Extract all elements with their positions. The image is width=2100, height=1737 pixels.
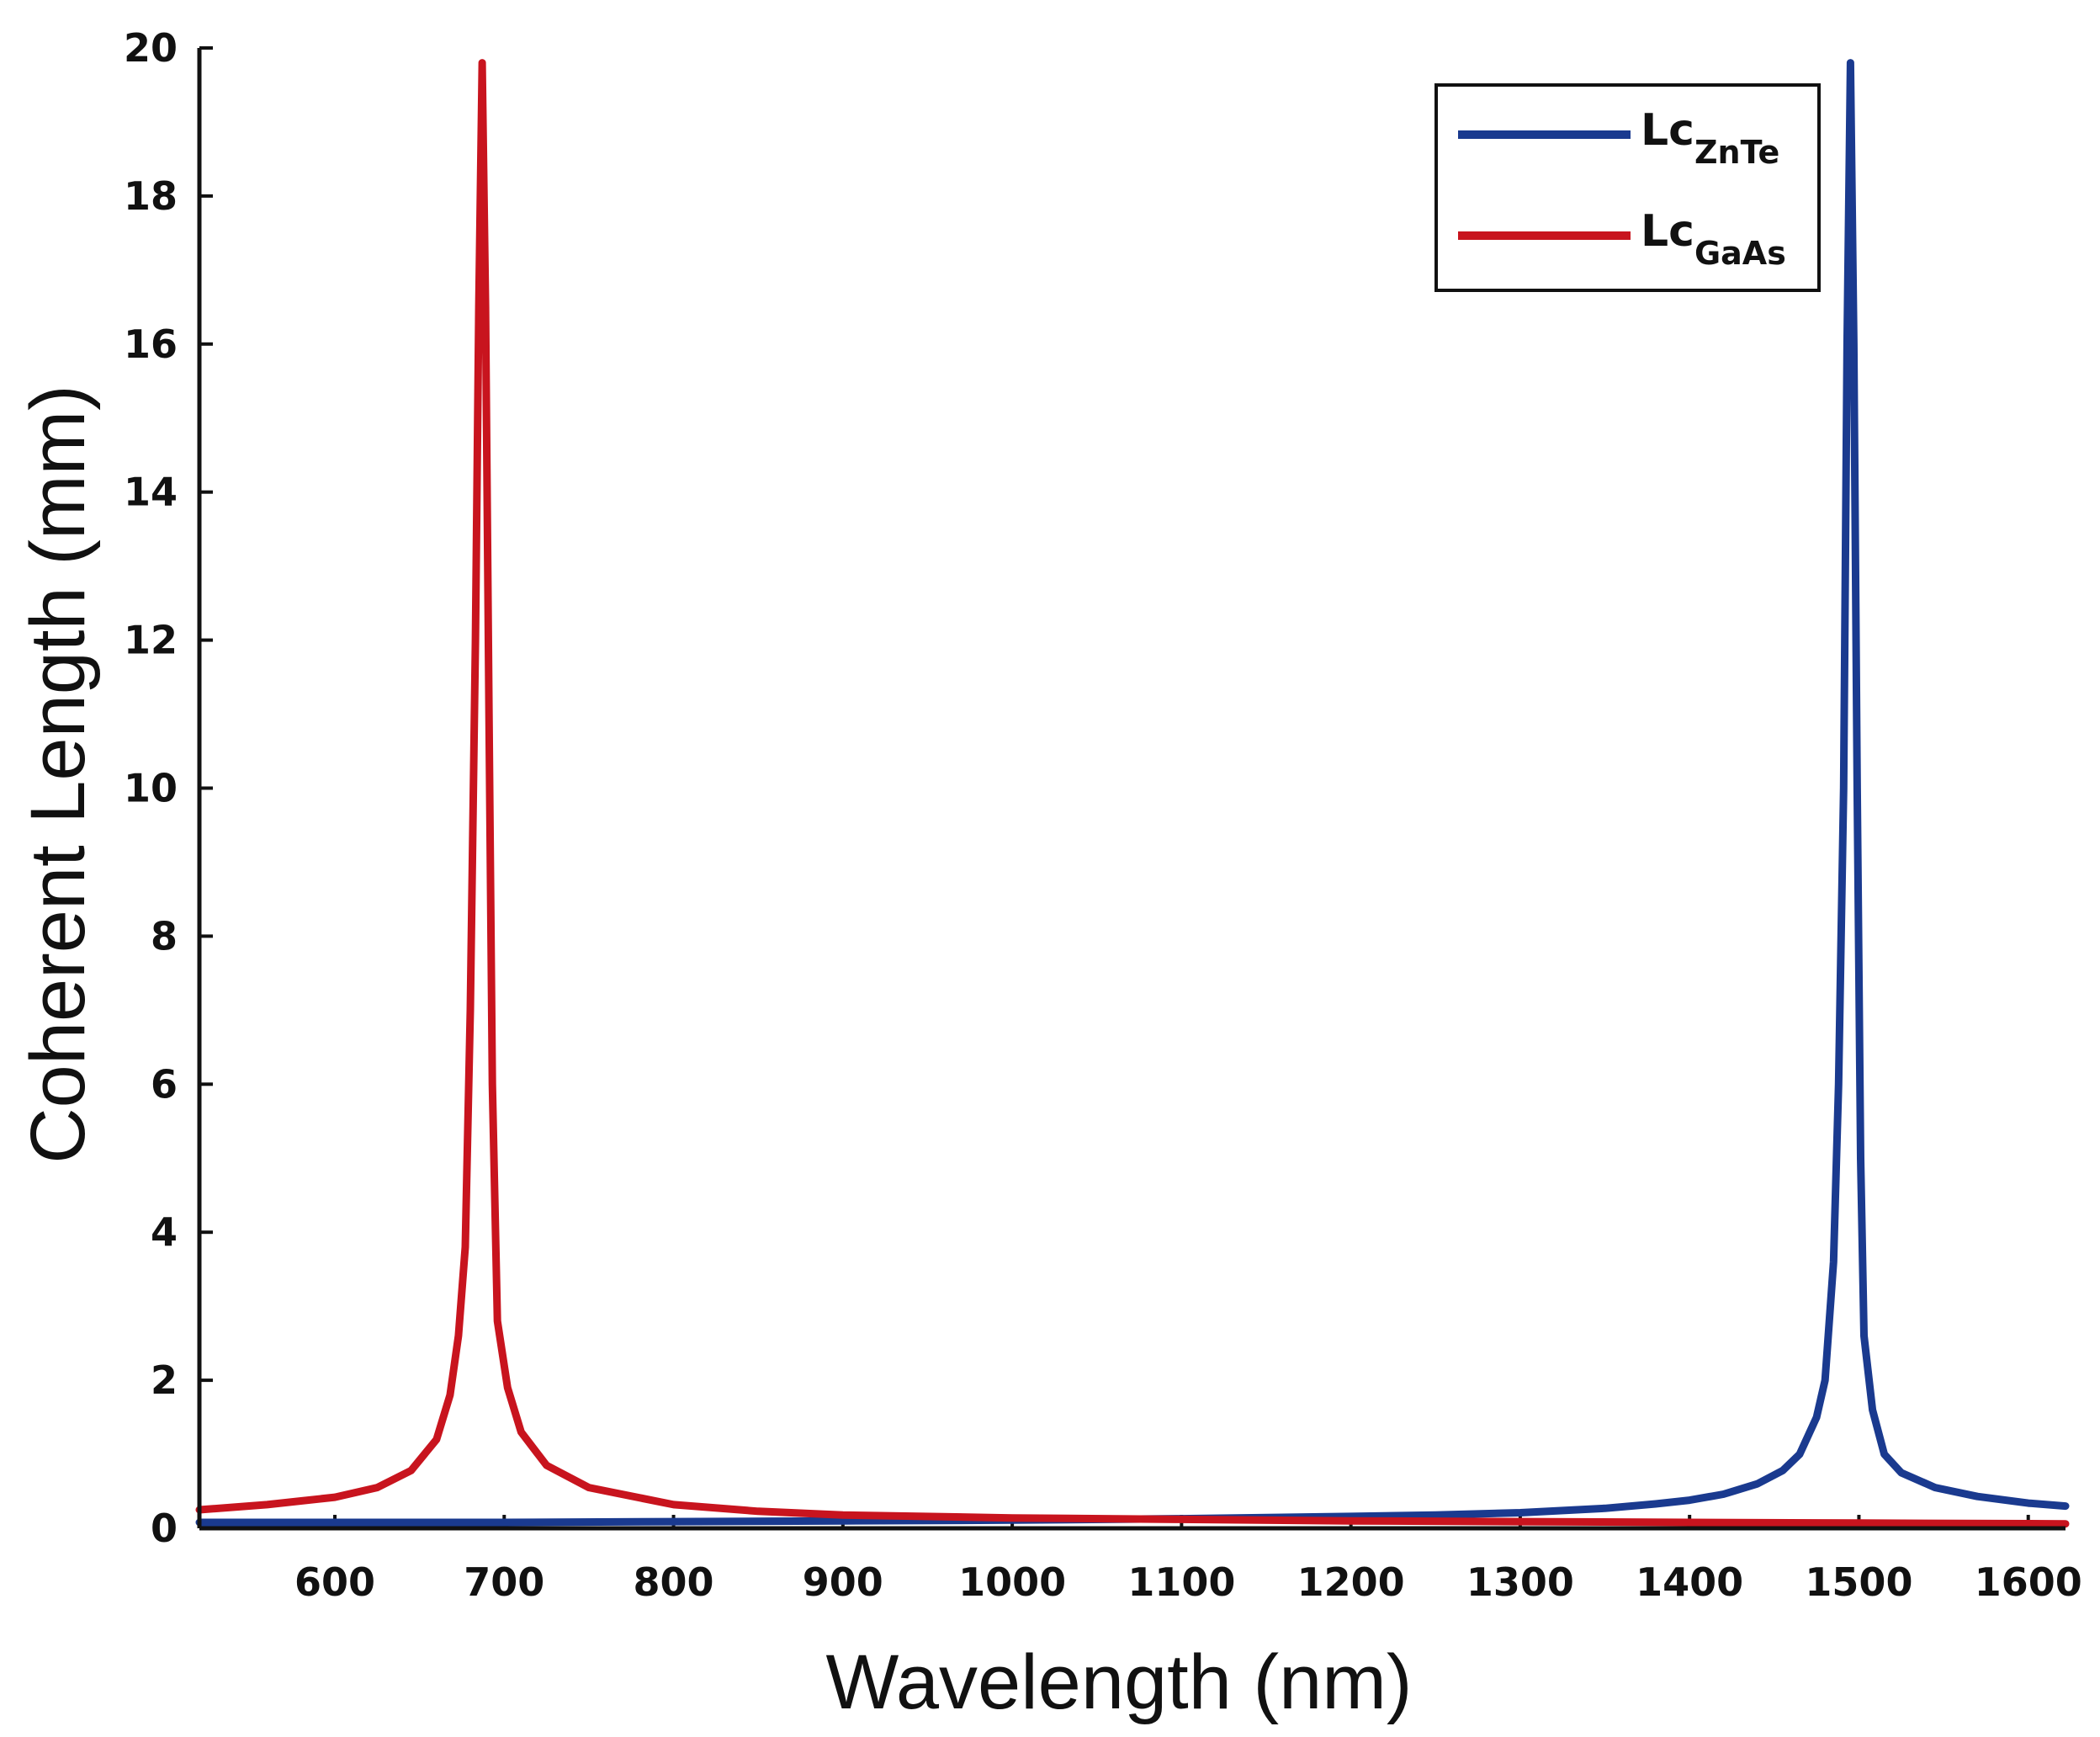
x-tick-label: 800 [634,1559,714,1605]
y-axis-title: Coherent Length (mm) [15,385,101,1164]
y-tick-label: 4 [151,1209,178,1255]
y-tick-label: 12 [124,618,178,663]
x-tick-label: 1500 [1805,1559,1912,1605]
x-tick-label: 1400 [1636,1559,1743,1605]
x-tick-label: 600 [294,1559,375,1605]
series-line-lc-gaas [195,59,2070,1528]
y-tick-label: 20 [124,25,178,71]
x-tick-label: 1200 [1297,1559,1405,1605]
legend-label-main: Lc [1641,105,1694,156]
y-tick-label: 10 [124,766,178,811]
legend-label-sub: GaAs [1694,235,1786,272]
y-tick-label: 2 [151,1357,178,1403]
y-axis-ticks: 0 2 4 6 8 10 12 14 16 18 20 [124,25,213,1551]
x-axis-title: Wavelength (nm) [825,1639,1412,1725]
y-tick-label: 16 [124,321,178,367]
y-tick-label: 14 [124,470,178,515]
legend-box [1434,83,1821,292]
legend-label-main: Lc [1641,206,1694,257]
legend-label-lc-gaas: LcGaAs [1641,206,1786,272]
y-tick-label: 18 [124,173,178,219]
y-tick-label: 6 [151,1061,178,1107]
x-tick-label: 700 [464,1559,544,1605]
legend-label-sub: ZnTe [1694,134,1779,171]
legend: LcZnTe LcGaAs [1434,83,1821,292]
x-tick-label: 1100 [1127,1559,1235,1605]
x-axis-ticks: 600 700 800 900 1000 1100 1200 1300 1400 1500 1600 [294,1515,2082,1605]
y-tick-label: 8 [151,913,178,959]
x-tick-label: 1600 [1975,1559,2082,1605]
y-tick-label: 0 [151,1506,178,1551]
legend-label-lc-znte: LcZnTe [1641,105,1779,171]
x-tick-label: 900 [803,1559,883,1605]
series-lines [195,59,2070,1528]
x-tick-label: 1300 [1466,1559,1574,1605]
x-tick-label: 1000 [958,1559,1066,1605]
